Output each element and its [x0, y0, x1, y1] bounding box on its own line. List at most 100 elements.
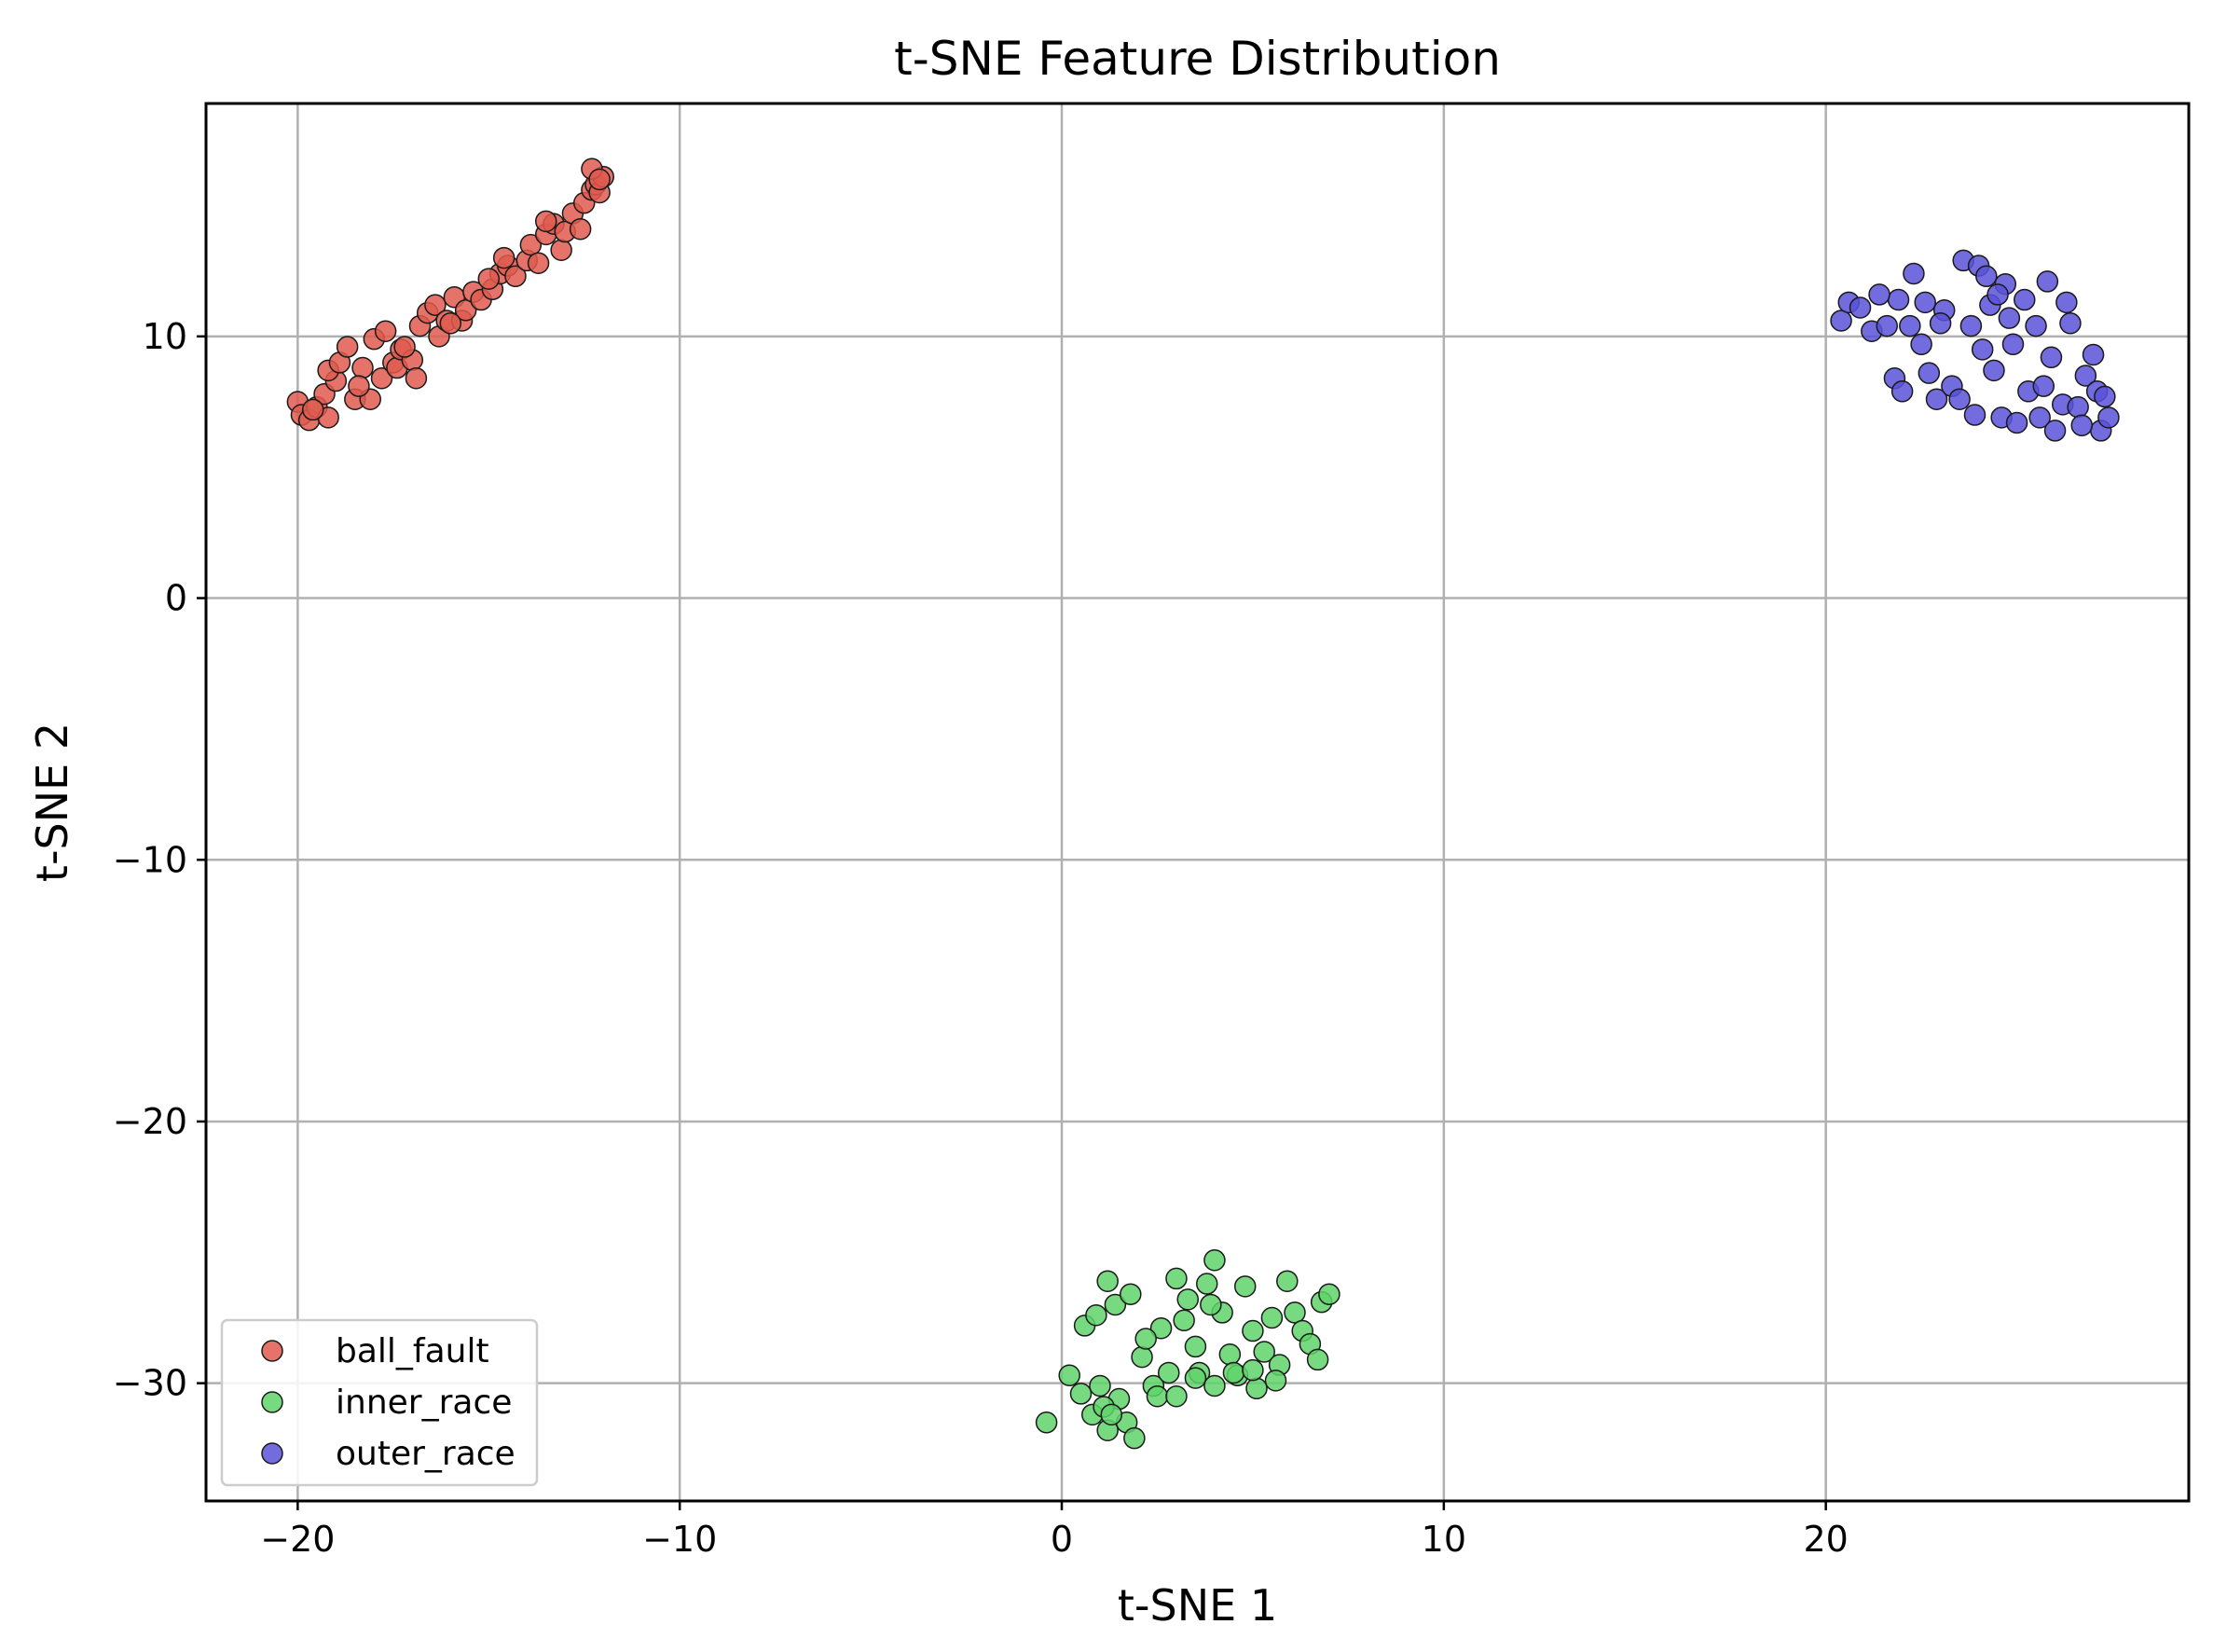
- data-point: [2005, 411, 2028, 434]
- data-point: [569, 217, 592, 241]
- data-point: [1165, 1384, 1188, 1408]
- data-point: [2082, 343, 2105, 366]
- y-tick-label: −10: [113, 839, 187, 880]
- data-point: [1887, 288, 1910, 311]
- data-point: [1830, 310, 1852, 332]
- y-tick-label: −20: [113, 1101, 187, 1142]
- legend-label-outer_race: outer_race: [336, 1435, 516, 1473]
- data-point: [2097, 406, 2120, 429]
- y-tick-label: 10: [143, 316, 187, 357]
- axis-ticks: −20 −10 0 10 20 10 0 −10 −20 −30: [113, 316, 1849, 1560]
- data-point: [1131, 1345, 1153, 1369]
- data-point: [2067, 395, 2089, 419]
- data-point: [1245, 1377, 1268, 1400]
- data-point: [336, 336, 359, 358]
- data-point: [2014, 288, 2036, 311]
- data-point: [1998, 307, 2021, 329]
- data-point: [1876, 314, 1898, 337]
- data-point: [1069, 1383, 1093, 1405]
- data-point: [1158, 1361, 1180, 1384]
- data-point: [2032, 375, 2055, 397]
- y-tick-label: −30: [113, 1363, 187, 1404]
- x-tick-label: 20: [1803, 1519, 1848, 1560]
- data-point: [1306, 1348, 1329, 1371]
- data-point: [477, 268, 501, 290]
- data-point: [1100, 1403, 1123, 1426]
- data-point: [1165, 1267, 1188, 1290]
- data-point: [1948, 388, 1971, 410]
- data-point: [1222, 1361, 1245, 1384]
- data-point: [2025, 314, 2047, 337]
- data-point: [1975, 265, 1998, 288]
- data-point: [1903, 262, 1925, 285]
- data-point: [1218, 1343, 1242, 1366]
- data-point: [393, 336, 416, 358]
- data-point: [405, 366, 428, 390]
- data-point: [1242, 1319, 1264, 1342]
- data-point: [1176, 1288, 1200, 1311]
- data-point: [348, 375, 370, 397]
- data-point: [1173, 1309, 1195, 1332]
- data-point: [504, 265, 527, 288]
- axes-frame: [204, 102, 2191, 1503]
- data-point: [1910, 333, 1932, 356]
- data-point: [1089, 1374, 1111, 1397]
- data-point: [2070, 414, 2093, 437]
- data-point: [1918, 362, 1941, 384]
- data-point: [1120, 1283, 1142, 1305]
- data-point: [1260, 1306, 1284, 1329]
- data-point: [1925, 388, 1948, 410]
- legend: ball_fault inner_race outer_race: [220, 1318, 539, 1487]
- data-point: [527, 252, 550, 274]
- data-point: [2001, 333, 2025, 356]
- data-point: [1085, 1303, 1107, 1327]
- data-point: [374, 320, 397, 342]
- data-point: [1104, 1293, 1127, 1316]
- data-point: [1914, 291, 1936, 314]
- data-point: [351, 356, 374, 379]
- data-point: [1149, 1316, 1173, 1340]
- data-point: [1134, 1328, 1157, 1350]
- series-ball_fault: [286, 158, 614, 432]
- data-point: [1233, 1275, 1257, 1298]
- data-point: [1242, 1358, 1264, 1382]
- data-point: [454, 299, 477, 322]
- data-point: [1203, 1248, 1226, 1272]
- legend-marker-outer_race: [261, 1442, 283, 1465]
- data-point: [1276, 1270, 1299, 1292]
- data-point: [1284, 1301, 1306, 1324]
- data-point: [1184, 1367, 1207, 1389]
- data-point: [1195, 1273, 1218, 1295]
- data-point: [1868, 283, 1890, 306]
- data-point: [534, 210, 557, 233]
- legend-box: [220, 1318, 539, 1487]
- data-point: [588, 168, 611, 191]
- data-point: [2040, 346, 2063, 369]
- data-point: [2043, 420, 2067, 442]
- data-point: [302, 398, 324, 421]
- data-point: [1986, 283, 2009, 306]
- data-point: [1971, 338, 1994, 361]
- data-point: [1058, 1364, 1080, 1387]
- data-point: [439, 312, 462, 335]
- data-point: [1203, 1374, 1226, 1397]
- data-point: [1890, 380, 1914, 403]
- scatter-points: [286, 158, 2120, 1450]
- y-axis-label: t-SNE 2: [27, 723, 77, 882]
- data-point: [2036, 270, 2059, 293]
- x-axis-label: t-SNE 1: [1118, 1580, 1277, 1631]
- y-tick-label: 0: [165, 578, 187, 619]
- legend-label-ball_fault: ball_fault: [336, 1332, 489, 1370]
- data-point: [2055, 291, 2078, 314]
- data-point: [492, 246, 516, 269]
- data-point: [519, 233, 543, 256]
- data-point: [1184, 1335, 1207, 1358]
- data-point: [550, 239, 572, 261]
- data-point: [1146, 1384, 1169, 1408]
- legend-marker-ball_fault: [261, 1340, 283, 1362]
- series-outer_race: [1830, 249, 2120, 442]
- x-tick-label: 0: [1051, 1519, 1073, 1560]
- data-point: [370, 366, 393, 390]
